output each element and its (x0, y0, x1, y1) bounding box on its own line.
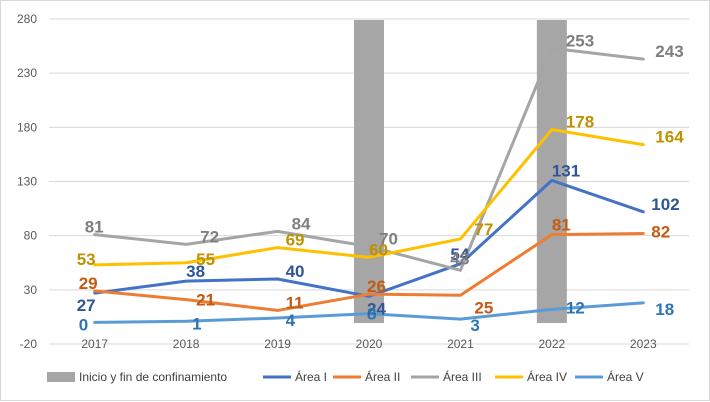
y-tick-label: 180 (17, 120, 37, 134)
data-label-area-iv: 60 (369, 240, 388, 259)
legend-label: Área IV (527, 369, 567, 384)
data-label-area-i: 24 (367, 299, 386, 318)
data-label-area-iii: 81 (85, 218, 104, 237)
series-line-area-iv (93, 128, 645, 267)
data-label-area-iv: 55 (196, 250, 215, 269)
data-label-area-iii: 72 (200, 227, 219, 246)
data-label-area-i: 27 (77, 296, 96, 315)
data-label-area-iii: 48 (450, 249, 469, 268)
series-line-area-iii (93, 46, 645, 272)
data-label-area-iv: 53 (77, 250, 96, 269)
data-label-area-v: 8 (367, 305, 376, 324)
x-tick-label: 2020 (356, 337, 383, 351)
x-tick-label: 2019 (264, 337, 291, 351)
data-label-area-v: 0 (79, 315, 88, 334)
x-tick-label: 2018 (173, 337, 200, 351)
y-tick-label: 80 (24, 229, 38, 243)
data-label-area-i: 40 (286, 262, 305, 281)
data-label-area-v: 12 (566, 298, 585, 317)
legend-label: Área II (365, 369, 400, 384)
legend-item-area-v: Área V (575, 369, 644, 384)
legend-label: Área III (443, 369, 482, 384)
data-label-area-ii: 29 (79, 274, 98, 293)
data-label-area-iii: 84 (292, 214, 311, 233)
data-label-area-iii: 253 (566, 31, 594, 50)
data-label-area-iv: 178 (566, 113, 594, 132)
x-tick-label: 2023 (630, 337, 657, 351)
confinement-band (354, 20, 384, 323)
legend-item-area-i: Área I (263, 369, 327, 384)
data-label-area-ii: 11 (286, 293, 304, 312)
x-axis-ticks: 2017 2018 2019 2020 2021 2022 2023 (81, 337, 657, 351)
data-label-area-v: 18 (655, 300, 674, 319)
legend-label: Área V (607, 369, 644, 384)
y-tick-label: 130 (17, 175, 37, 189)
data-label-area-ii: 82 (651, 223, 670, 242)
data-label-area-ii: 21 (196, 291, 215, 310)
legend-item-area-iii: Área III (411, 369, 482, 384)
data-label-area-ii: 26 (367, 277, 386, 296)
data-label-area-iv: 164 (655, 128, 684, 147)
series-line-area-v (93, 301, 645, 324)
data-label-area-i: 131 (552, 161, 580, 180)
y-axis-ticks: -20 30 80 130 180 230 280 (17, 12, 37, 351)
data-label-area-v: 3 (470, 316, 479, 335)
x-tick-label: 2017 (81, 337, 108, 351)
legend-label: Inicio y fin de confinamiento (79, 370, 227, 384)
y-tick-label: -20 (20, 337, 38, 351)
data-label-area-i: 102 (651, 195, 679, 214)
x-tick-label: 2021 (447, 337, 474, 351)
data-label-area-v: 1 (192, 314, 201, 333)
legend-item-inicio-y-fin-de-confinamiento: Inicio y fin de confinamiento (47, 370, 227, 384)
data-label-area-iv: 77 (474, 220, 493, 239)
data-label-area-v: 4 (286, 311, 296, 330)
data-label-area-ii: 81 (552, 216, 571, 235)
x-tick-label: 2022 (539, 337, 566, 351)
data-label-area-iii: 70 (379, 230, 398, 249)
y-tick-label: 230 (17, 66, 37, 80)
legend-label: Área I (295, 369, 327, 384)
data-label-area-iv: 69 (286, 231, 305, 250)
legend: Inicio y fin de confinamiento Área I Área … (47, 369, 644, 384)
confinement-bands (354, 20, 567, 323)
data-label-area-i: 54 (450, 245, 469, 264)
data-label-area-iii: 243 (655, 42, 683, 61)
series-line-area-ii (93, 232, 645, 312)
series-lines (93, 46, 645, 324)
legend-swatch (47, 372, 75, 382)
data-label-area-i: 38 (186, 262, 205, 281)
legend-item-area-iv: Área IV (495, 369, 567, 384)
y-tick-label: 280 (17, 12, 37, 26)
series-line-area-i (93, 178, 645, 298)
data-label-area-ii: 25 (474, 298, 493, 317)
legend-item-area-ii: Área II (333, 369, 400, 384)
y-tick-label: 30 (24, 283, 38, 297)
